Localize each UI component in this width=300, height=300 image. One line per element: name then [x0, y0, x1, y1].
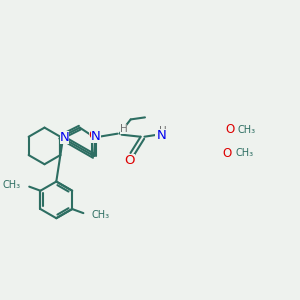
- Text: N: N: [91, 130, 101, 143]
- Text: O: O: [225, 123, 234, 136]
- Text: H: H: [159, 126, 166, 136]
- Text: O: O: [89, 129, 99, 142]
- Text: CH₃: CH₃: [3, 180, 21, 190]
- Text: CH₃: CH₃: [92, 210, 110, 220]
- Text: O: O: [124, 154, 135, 166]
- Text: CH₃: CH₃: [236, 148, 254, 158]
- Text: H: H: [120, 124, 128, 134]
- Text: N: N: [157, 129, 166, 142]
- Text: O: O: [223, 146, 232, 160]
- Text: N: N: [59, 131, 69, 144]
- Text: CH₃: CH₃: [238, 124, 256, 135]
